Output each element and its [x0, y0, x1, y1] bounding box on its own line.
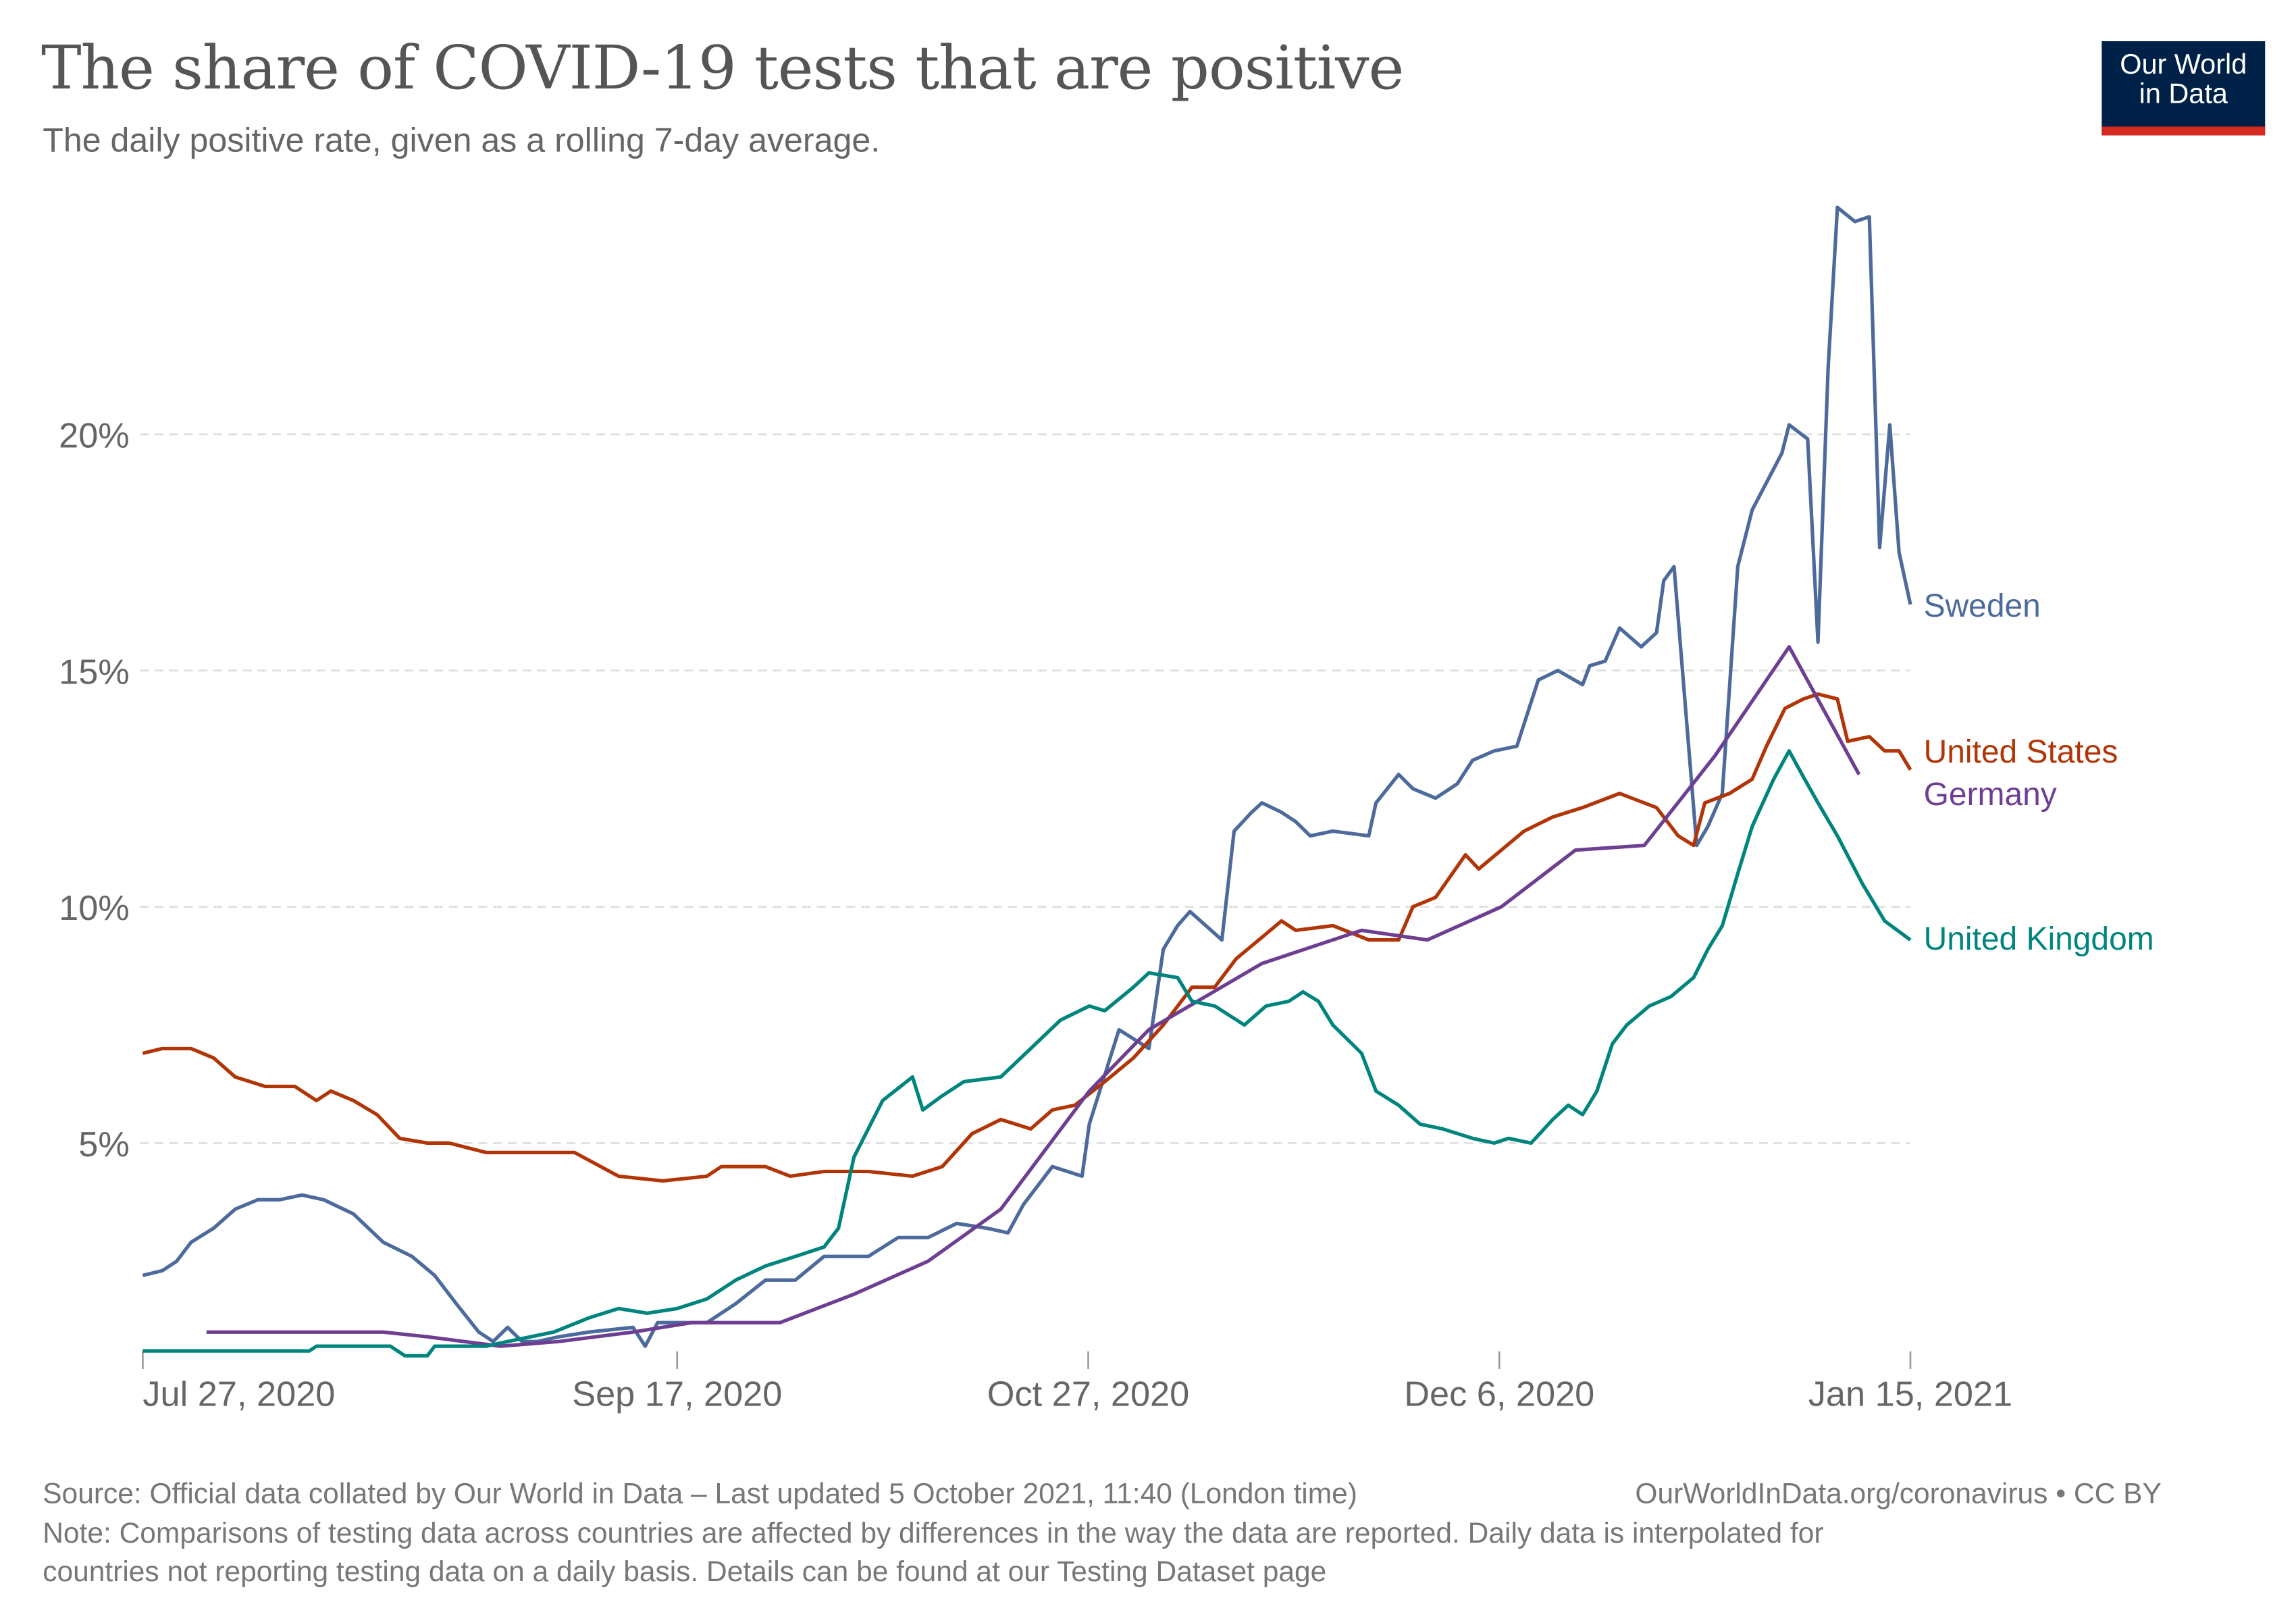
chart-title: The share of COVID-19 tests that are pos… — [41, 32, 1404, 103]
legend-label-united-states[interactable]: United States — [1924, 734, 2118, 770]
series-line-united-kingdom[interactable] — [142, 749, 1912, 1358]
x-tick-label: Sep 17, 2020 — [572, 1374, 782, 1414]
line-chart: 5% 10% 15% 20% Jul 27, 2020 Sep 17, 2020 Oct 2… — [59, 205, 2154, 1414]
owid-logo[interactable]: Our World in Data — [2102, 41, 2266, 136]
y-tick-label: 10% — [59, 889, 130, 928]
note-line-2: countries not reporting testing data on … — [43, 1555, 1327, 1589]
source-text: Source: Official data collated by Our Wo… — [43, 1478, 1357, 1511]
footer: Source: Official data collated by Our Wo… — [43, 1475, 2162, 1592]
chart-subtitle: The daily positive rate, given as a roll… — [43, 120, 881, 159]
x-tick-label: Jul 27, 2020 — [142, 1374, 335, 1414]
source-link[interactable]: OurWorldInData.org/coronavirus • CC BY — [1635, 1478, 2162, 1511]
x-tick-label: Oct 27, 2020 — [987, 1374, 1189, 1414]
note-line-1: Note: Comparisons of testing data across… — [43, 1516, 1824, 1549]
x-tick-label: Jan 15, 2021 — [1808, 1374, 2012, 1414]
y-tick-label: 5% — [78, 1125, 130, 1164]
legend-label-sweden[interactable]: Sweden — [1924, 588, 2041, 624]
series-line-sweden[interactable] — [142, 205, 1912, 1348]
series-line-germany[interactable] — [206, 645, 1861, 1348]
legend-label-germany[interactable]: Germany — [1924, 777, 2057, 813]
logo-line2: in Data — [2139, 79, 2228, 111]
x-tick-label: Dec 6, 2020 — [1404, 1374, 1594, 1414]
legend-label-united-kingdom[interactable]: United Kingdom — [1924, 921, 2154, 957]
logo-accent-bar — [2102, 126, 2266, 136]
logo-line1: Our World — [2120, 50, 2247, 81]
series-line-united-states[interactable] — [142, 692, 1912, 1183]
y-tick-label: 15% — [59, 652, 130, 692]
y-tick-label: 20% — [59, 417, 130, 456]
